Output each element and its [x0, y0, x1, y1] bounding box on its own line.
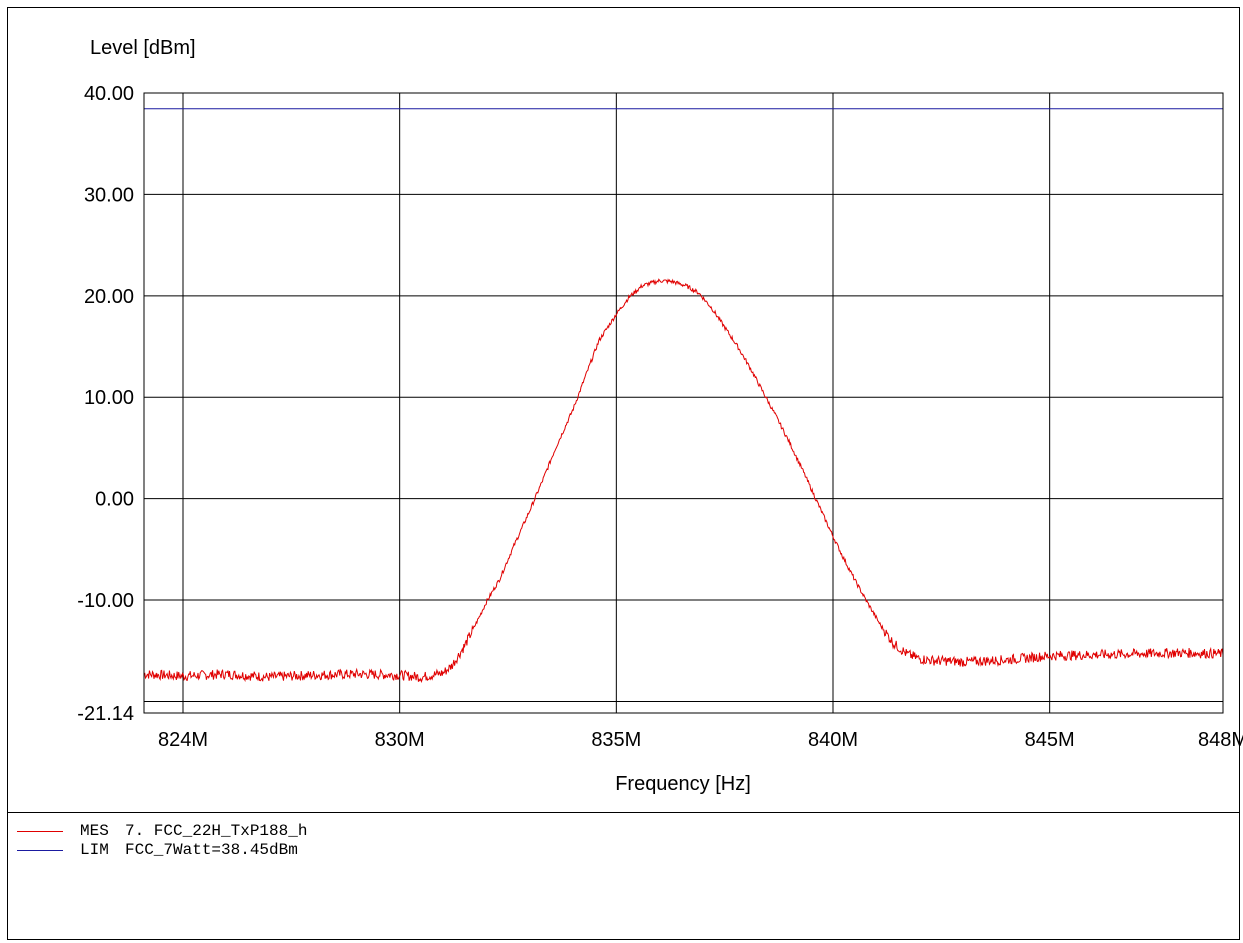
legend-text-mes: 7. FCC_22H_TxP188_h — [125, 822, 308, 840]
tick-labels: 40.00 30.00 20.00 10.00 0.00 -10.00 -21.14 824M… — [77, 83, 1243, 751]
y-tick-label: 10.00 — [84, 387, 134, 409]
legend-item-mes: MES 7. FCC_22H_TxP188_h — [17, 821, 307, 841]
x-tick-label: 845M — [1025, 729, 1075, 751]
y-tick-label: 30.00 — [84, 184, 134, 206]
x-tick-label: 835M — [591, 729, 641, 751]
legend-swatch-lim — [17, 849, 63, 851]
series-line-mes — [143, 278, 1224, 684]
x-tick-label: 840M — [808, 729, 858, 751]
x-tick-label: 824M — [158, 729, 208, 751]
grid — [144, 93, 1223, 713]
x-tick-label: 848M — [1198, 729, 1243, 751]
y-tick-label: -10.00 — [77, 590, 134, 612]
legend-divider — [7, 812, 1240, 813]
chart-svg: Level [dBm] Frequency [Hz] 40.00 30.00 20.… — [77, 37, 1243, 795]
plot-border — [143, 92, 1224, 714]
series — [143, 108, 1224, 684]
y-tick-label: -21.14 — [77, 703, 134, 725]
legend-item-lim: LIM FCC_7Watt=38.45dBm — [17, 840, 298, 860]
legend-swatch-mes — [17, 830, 63, 832]
y-tick-label: 20.00 — [84, 286, 134, 308]
y-axis-label: Level [dBm] — [90, 37, 196, 59]
chart-frame — [7, 7, 1240, 940]
legend-label-mes: MES — [80, 822, 109, 840]
legend-label-lim: LIM — [80, 841, 109, 859]
y-tick-label: 0.00 — [95, 489, 134, 511]
x-tick-label: 830M — [375, 729, 425, 751]
x-axis-label: Frequency [Hz] — [615, 773, 751, 795]
legend-text-lim: FCC_7Watt=38.45dBm — [125, 841, 298, 859]
y-tick-label: 40.00 — [84, 83, 134, 105]
